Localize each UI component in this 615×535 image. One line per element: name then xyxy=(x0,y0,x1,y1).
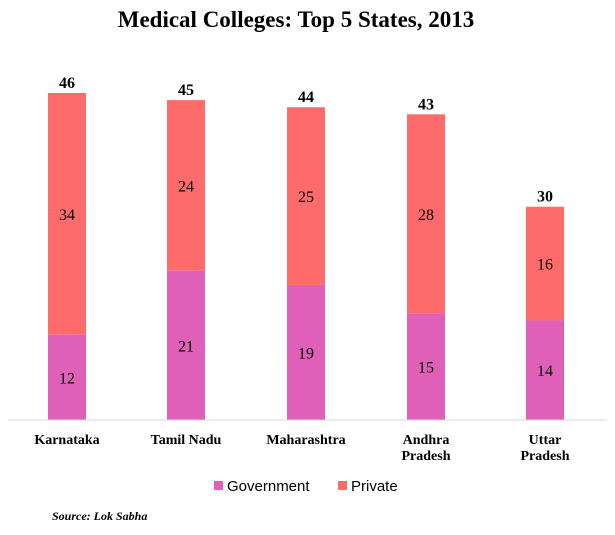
x-tick-label-0: Karnataka xyxy=(34,433,99,448)
total-label-2: 44 xyxy=(298,89,314,106)
legend-label-private: Private xyxy=(351,478,398,495)
bar-private-4 xyxy=(526,206,564,321)
legend-swatch-government xyxy=(214,481,223,490)
bar-private-1 xyxy=(167,100,205,271)
bar-government-3 xyxy=(407,313,445,420)
bar-government-1 xyxy=(167,270,205,420)
data-label-private-2: 25 xyxy=(298,189,314,206)
x-tick-label-1: Tamil Nadu xyxy=(151,433,222,448)
data-label-private-0: 34 xyxy=(59,207,75,224)
x-tick-label-4: Uttar Pradesh xyxy=(521,433,570,464)
legend-label-government: Government xyxy=(227,478,310,495)
bar-government-0 xyxy=(48,334,86,420)
bar-private-2 xyxy=(287,107,325,285)
total-label-4: 30 xyxy=(537,189,553,206)
legend-swatch-private xyxy=(338,481,347,490)
total-label-0: 46 xyxy=(59,75,75,92)
bar-private-0 xyxy=(48,93,86,335)
data-label-private-1: 24 xyxy=(178,178,194,195)
data-label-private-4: 16 xyxy=(537,257,553,274)
data-label-government-1: 21 xyxy=(178,338,194,355)
x-tick-label-2: Maharashtra xyxy=(266,433,345,448)
bar-government-2 xyxy=(287,284,325,420)
plot-area: 12 34 46 21 24 45 19 25 44 15 28 43 14 16 30 xyxy=(48,75,564,420)
data-label-government-2: 19 xyxy=(298,345,314,362)
data-label-government-4: 14 xyxy=(537,363,553,380)
x-tick-label-3: Andhra Pradesh xyxy=(402,433,451,464)
data-label-government-3: 15 xyxy=(418,360,434,377)
bar-government-4 xyxy=(526,320,564,420)
data-label-private-3: 28 xyxy=(418,207,434,224)
chart-title: Medical Colleges: Top 5 States, 2013 xyxy=(118,7,475,32)
total-label-1: 45 xyxy=(178,82,194,99)
x-axis-labels: Karnataka Tamil Nadu Maharashtra Andhra Prad… xyxy=(34,433,569,464)
data-label-government-0: 12 xyxy=(59,370,75,387)
total-label-3: 43 xyxy=(418,96,434,113)
source-note: Source: Lok Sabha xyxy=(52,509,147,523)
bar-private-3 xyxy=(407,114,445,314)
legend: Government Private xyxy=(214,478,398,495)
